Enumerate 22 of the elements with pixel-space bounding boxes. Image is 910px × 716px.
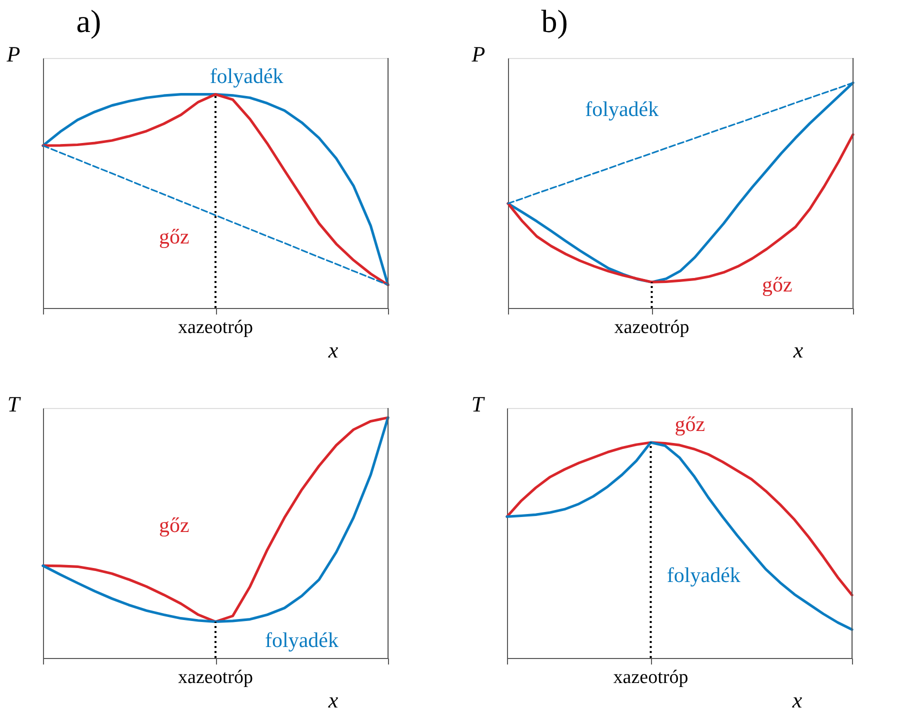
y-axis-title: P (6, 42, 20, 66)
chart-title: a) (76, 3, 102, 39)
text: folyadék (585, 96, 660, 121)
x-axis-title: x (327, 688, 338, 712)
text: xazeotróp (614, 317, 690, 338)
text: xazeotróp (178, 317, 253, 338)
series-label: gőz (762, 272, 792, 296)
x-axis-title: x (791, 688, 802, 712)
y-axis-title: T (7, 392, 22, 416)
x-axis-title: x (792, 338, 804, 362)
y-axis-title: P (470, 42, 486, 66)
text: gőz (158, 224, 190, 248)
x-axis-title: x (327, 338, 338, 362)
y-axis-title: T (471, 392, 486, 416)
text: gőz (158, 512, 190, 537)
series-label: folyadék (210, 64, 284, 88)
chart-title: b) (541, 3, 568, 39)
series-label: gőz (674, 412, 706, 436)
text: xazeotróp (613, 667, 688, 688)
series-label: folyadék (666, 563, 741, 588)
text: xazeotróp (178, 667, 253, 688)
series-label: folyadék (265, 628, 339, 652)
